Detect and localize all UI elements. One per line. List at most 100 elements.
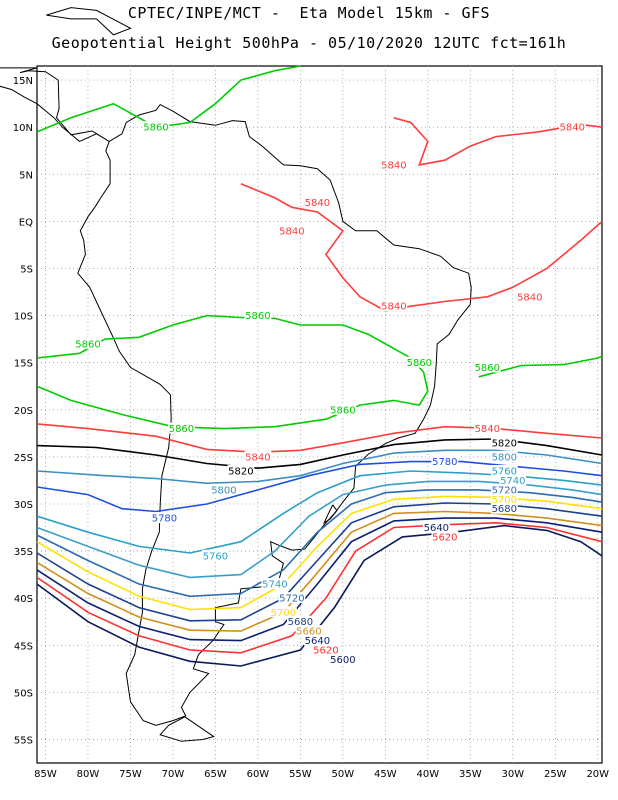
lon-tick-label: 60W (247, 769, 270, 780)
lat-tick-label: 45S (14, 641, 33, 652)
contour-label: 5820 (492, 438, 517, 449)
contour-label: 5860 (169, 424, 194, 435)
contour-label: 5860 (245, 311, 270, 322)
contour-label-bg (516, 290, 544, 302)
contour-label: 5840 (381, 302, 406, 313)
contour-label-bg (278, 592, 306, 604)
contour-label-bg (278, 224, 306, 236)
contour-label: 5800 (211, 485, 236, 496)
contour-label: 5820 (228, 467, 253, 478)
contour-label-bg (269, 606, 297, 618)
contour-label-bg (329, 653, 357, 665)
lat-tick-label: 30S (14, 500, 33, 511)
contour-5860 (36, 314, 429, 430)
contour-5620 (36, 521, 603, 654)
contour-labels: 5860 5840 5840 5840 5840 5840 5840 5860 5860 5860… (74, 121, 586, 666)
lon-tick-label: 25W (544, 769, 567, 780)
contour-label-bg (244, 450, 272, 462)
contour-label-bg (202, 549, 229, 561)
contour-label-bg (151, 512, 178, 524)
contour-label: 5720 (279, 594, 304, 605)
contour-label-bg (303, 634, 331, 646)
lat-tick-label: 15N (13, 76, 33, 87)
contour-5840 (36, 423, 603, 454)
lon-tick-label: 75W (119, 769, 142, 780)
lat-tick-label: 50S (14, 688, 33, 699)
contour-label-bg (329, 403, 357, 415)
lon-tick-label: 55W (289, 769, 312, 780)
contour-label: 5860 (143, 123, 168, 134)
contour-5860 (36, 65, 301, 133)
contour-label: 5840 (475, 424, 500, 435)
contour-label-bg (405, 356, 433, 368)
contour-label: 5840 (279, 226, 304, 237)
contour-5600 (36, 524, 603, 667)
contour-label: 5620 (313, 645, 338, 656)
coastline-south-america (0, 67, 472, 726)
lat-tick-label: 5N (19, 170, 33, 181)
lat-tick-label: 55S (14, 735, 33, 746)
contour-label: 5640 (424, 523, 449, 534)
coastline-tierra-del-fuego (159, 716, 215, 742)
contour-label: 5680 (492, 504, 517, 515)
contour-label: 5600 (330, 655, 355, 666)
contour-label-bg (558, 121, 586, 133)
contour-label: 5800 (492, 452, 517, 463)
contour-label: 5780 (432, 457, 457, 468)
contour-label-bg (431, 530, 459, 542)
lon-tick-label: 85W (34, 769, 57, 780)
coastline (0, 7, 472, 742)
contour-label: 5780 (152, 514, 177, 525)
contour-label-bg (210, 483, 238, 495)
grid (37, 66, 602, 763)
contour-label: 5860 (475, 363, 500, 374)
lon-tick-label: 80W (77, 769, 100, 780)
title-field: Geopotential Height 500hPa - 05/10/2020 … (51, 34, 567, 52)
contour-label: 5860 (330, 405, 355, 416)
contour-label-bg (490, 465, 518, 477)
contour-label: 5760 (203, 551, 228, 562)
lat-tick-label: 35S (14, 547, 33, 558)
lat-tick-label: 15S (14, 359, 33, 370)
contour-label: 5840 (381, 160, 406, 171)
contour-label: 5680 (288, 617, 313, 628)
coastline-caribbean (46, 7, 132, 36)
lon-tick-label: 65W (204, 769, 227, 780)
contour-lines (36, 65, 603, 667)
lon-tick-label: 20W (586, 769, 609, 780)
lat-tick-label: 10S (14, 312, 33, 323)
contour-label: 5700 (271, 608, 296, 619)
contour-label: 5860 (407, 358, 432, 369)
contour-label-bg (380, 300, 408, 312)
contour-label-bg (312, 643, 340, 655)
contour-label-bg (261, 578, 289, 590)
lon-tick-label: 45W (374, 769, 397, 780)
coastline-lagoon (323, 504, 338, 525)
lat-tick-label: 20S (14, 406, 33, 417)
lon-tick-label: 50W (332, 769, 355, 780)
contour-5860 (478, 355, 603, 378)
lon-tick-label: 40W (417, 769, 440, 780)
contour-label-bg (499, 474, 527, 486)
contour-5840 (240, 182, 603, 312)
lon-tick-label: 70W (162, 769, 185, 780)
contour-label: 5840 (245, 452, 270, 463)
contour-label-bg (380, 158, 408, 170)
contour-label: 5840 (305, 198, 330, 209)
lat-tick-label: 10N (13, 123, 33, 134)
contour-label-bg (74, 337, 102, 349)
contour-label-bg (295, 625, 323, 637)
lat-tick-label: 25S (14, 453, 33, 464)
contour-5640 (36, 517, 603, 642)
lat-tick-label: 5S (20, 265, 33, 276)
contour-label-bg (473, 422, 501, 434)
contour-label: 5840 (560, 123, 585, 134)
lat-tick-label: EQ (19, 217, 33, 228)
contour-label-bg (168, 422, 195, 434)
axis-ticks: 15N 10N 5N EQ 5S 10S 15S 20S 25S 30S 35S 40S 45S 50S 5… (13, 76, 609, 780)
title-model: CPTEC/INPE/MCT - Eta Model 15km - GFS (127, 4, 491, 22)
contour-label: 5620 (432, 532, 457, 543)
contour-label-bg (142, 121, 170, 133)
lat-tick-label: 40S (14, 594, 33, 605)
